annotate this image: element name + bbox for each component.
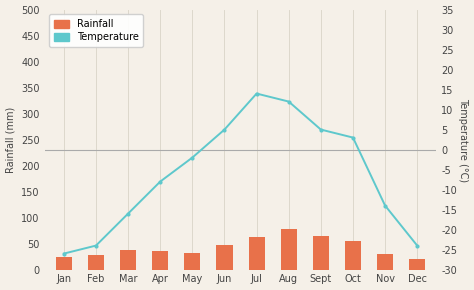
Bar (56, 257, 72, 270)
Bar (184, 253, 201, 270)
Bar (88, 255, 104, 270)
Bar (377, 254, 393, 270)
Bar (120, 250, 136, 270)
Bar (313, 236, 329, 270)
Legend: Rainfall, Temperature: Rainfall, Temperature (49, 14, 144, 47)
Bar (281, 229, 297, 270)
Bar (152, 251, 168, 270)
Bar (345, 241, 361, 270)
Bar (409, 259, 425, 270)
Bar (217, 245, 233, 270)
Y-axis label: Rainfall (mm): Rainfall (mm) (6, 106, 16, 173)
Bar (248, 237, 264, 270)
Y-axis label: Temperature (°C): Temperature (°C) (458, 97, 468, 182)
